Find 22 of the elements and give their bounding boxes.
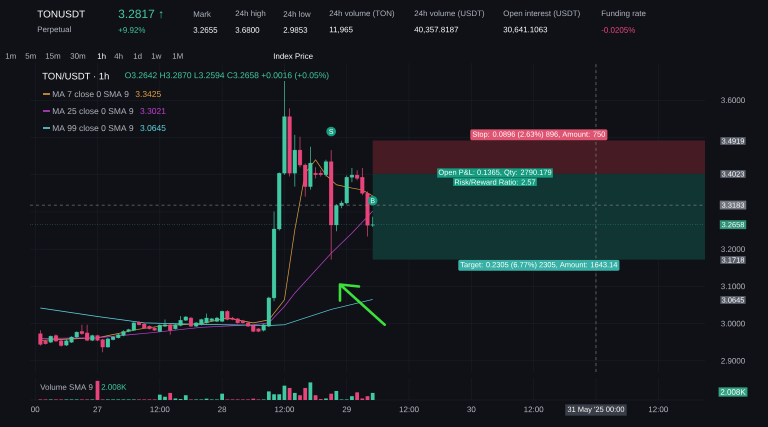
candlestick — [188, 316, 193, 328]
bar — [329, 394, 334, 400]
legend-label: MA 99 close 0 SMA 9 — [52, 124, 134, 132]
candlestick — [308, 146, 312, 190]
bar — [308, 382, 312, 400]
bar — [370, 392, 375, 400]
bar — [168, 392, 172, 400]
text: 3.2817 ↑ — [118, 10, 162, 18]
annotation: 3.3425 — [136, 91, 161, 97]
annotation: 3.3021 — [140, 108, 166, 114]
legend-label: MA 25 close 0 SMA 9 — [52, 108, 134, 114]
candlestick — [292, 134, 297, 187]
candlestick — [324, 159, 328, 177]
line-series — [40, 299, 374, 326]
text: TON/USDT · 1h — [42, 72, 109, 80]
text: O3.2642 H3.2870 L3.2594 C3.2658 +0.0016 (+0.05%) — [125, 72, 329, 80]
bar — [288, 388, 292, 400]
candlestick — [168, 324, 172, 336]
text: TONUSDT — [37, 10, 85, 18]
bar — [292, 392, 297, 400]
legend-label: MA 7 close 0 SMA 9 — [52, 90, 129, 98]
annotation: 3.0645 — [140, 125, 166, 131]
